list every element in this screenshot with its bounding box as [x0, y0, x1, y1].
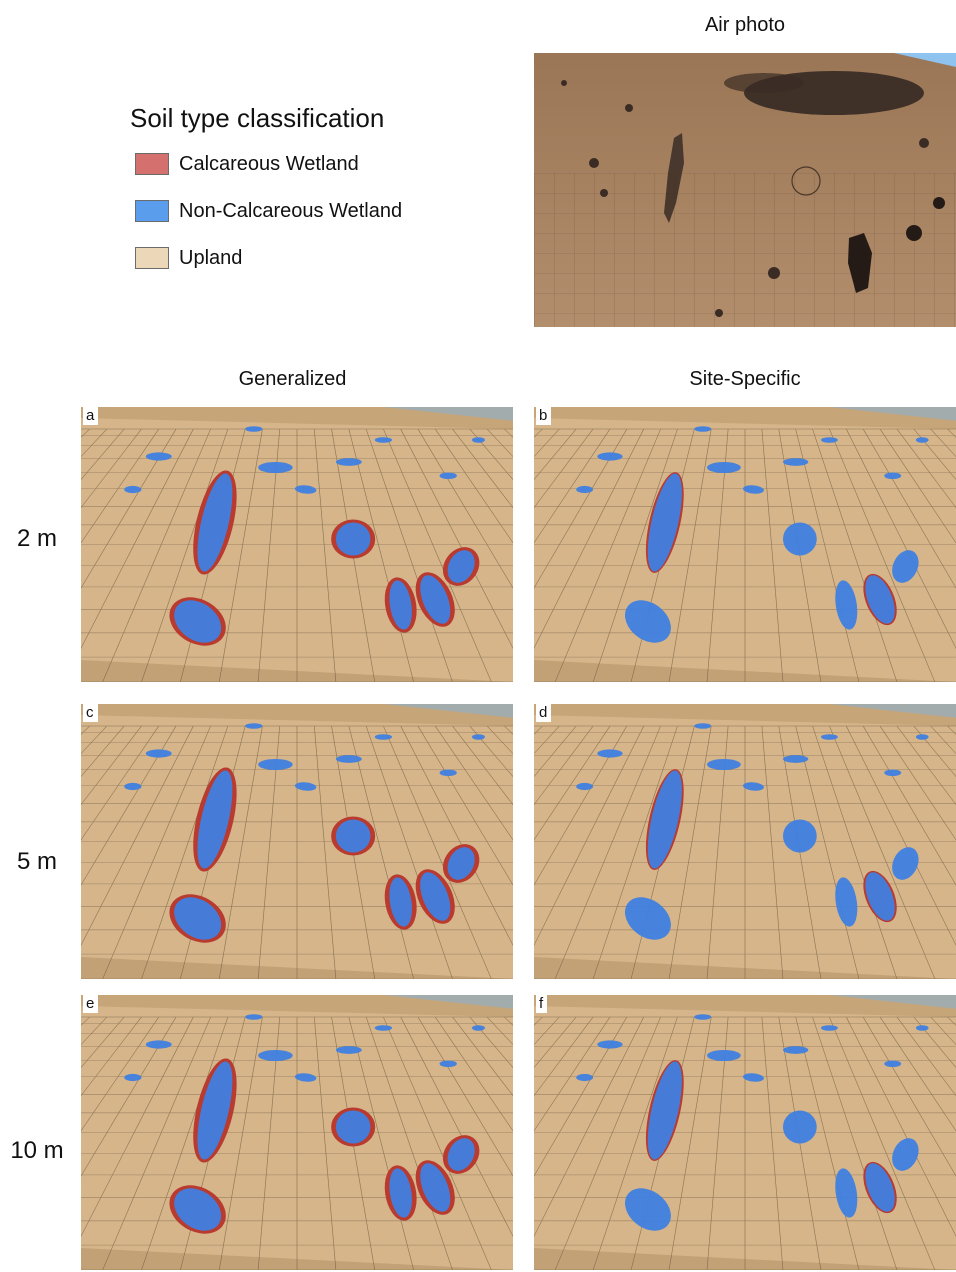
legend-label-noncalcareous: Non-Calcareous Wetland	[179, 199, 403, 222]
upland-swatch	[135, 247, 169, 269]
legend-title: Soil type classification	[130, 103, 385, 133]
panel-letter-f: f	[536, 995, 548, 1013]
legend-label-calcareous: Calcareous Wetland	[179, 152, 359, 175]
air-photo-svg	[534, 53, 956, 327]
panel-letter-a: a	[83, 407, 99, 425]
legend-item-calcareous: Calcareous Wetland	[135, 151, 359, 177]
legend-label-upland: Upland	[179, 246, 243, 269]
panel-letter-b: b	[536, 407, 552, 425]
map-panel-f: f	[534, 995, 956, 1270]
panel-letter-c: c	[83, 704, 98, 722]
map-panel-a: a	[81, 407, 513, 682]
column-title-site-specific: Site-Specific	[689, 368, 801, 390]
row-label-10m: 10 m	[10, 1137, 64, 1164]
air-photo-image	[534, 53, 956, 327]
map-panel-b: b	[534, 407, 956, 682]
terrain-svg	[534, 407, 956, 682]
terrain-svg	[81, 407, 513, 682]
terrain-svg	[534, 995, 956, 1270]
legend-item-upland: Upland	[135, 245, 242, 271]
noncalcareous-swatch	[135, 200, 169, 222]
terrain-svg	[81, 995, 513, 1270]
panel-letter-e: e	[83, 995, 99, 1013]
column-title-generalized: Generalized	[238, 368, 347, 390]
legend-item-noncalcareous: Non-Calcareous Wetland	[135, 198, 402, 224]
panel-letter-d: d	[536, 704, 552, 722]
map-panel-c: c	[81, 704, 513, 979]
calcareous-swatch	[135, 153, 169, 175]
terrain-svg	[534, 704, 956, 979]
map-panel-e: e	[81, 995, 513, 1270]
row-label-5m: 5 m	[16, 848, 57, 875]
terrain-svg	[81, 704, 513, 979]
map-panel-d: d	[534, 704, 956, 979]
air-photo-title: Air photo	[704, 14, 786, 36]
row-label-2m: 2 m	[16, 525, 57, 552]
